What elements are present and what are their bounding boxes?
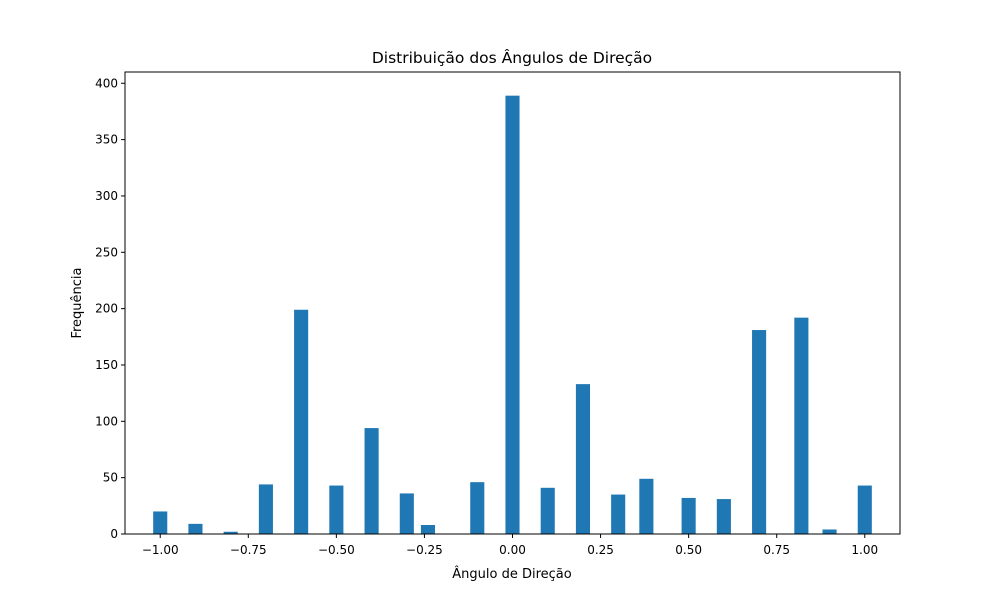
bar-17	[752, 330, 767, 534]
x-tick-label: −0.25	[406, 543, 443, 557]
y-tick-label: 150	[95, 358, 118, 372]
bar-8	[420, 524, 435, 534]
bar-5	[329, 485, 344, 534]
bar-4	[294, 309, 309, 534]
y-axis-ticks: 0 50 100 150 200 250 300 350 400	[95, 76, 125, 541]
y-axis-label: Frequência	[70, 267, 85, 338]
y-tick-label: 250	[95, 245, 118, 259]
y-tick-label: 100	[95, 414, 118, 428]
bar-15	[681, 497, 696, 534]
x-tick-label: −0.75	[230, 543, 267, 557]
bar-14	[639, 478, 654, 534]
y-tick-label: 350	[95, 133, 118, 147]
chart-title: Distribuição dos Ângulos de Direção	[372, 48, 652, 67]
x-tick-label: −0.50	[318, 543, 355, 557]
bars-group	[153, 95, 872, 534]
bar-0	[153, 511, 168, 534]
bar-12	[575, 384, 590, 534]
bar-20	[857, 485, 872, 534]
x-tick-label: 0.00	[499, 543, 526, 557]
x-axis-ticks: −1.00 −0.75 −0.50 −0.25 0.00 0.25 0.50 0.75 1.00	[142, 534, 878, 557]
y-tick-label: 50	[103, 471, 118, 485]
x-tick-label: −1.00	[142, 543, 179, 557]
x-tick-label: 1.00	[851, 543, 878, 557]
bar-18	[794, 317, 809, 534]
bar-19	[822, 529, 837, 534]
x-axis-label: Ângulo de Direção	[452, 566, 571, 582]
bar-13	[611, 494, 626, 534]
bar-2	[223, 531, 238, 534]
bar-3	[258, 484, 273, 534]
bar-1	[188, 523, 203, 534]
bar-6	[364, 428, 379, 534]
y-tick-label: 400	[95, 76, 118, 90]
x-tick-label: 0.75	[763, 543, 790, 557]
y-tick-label: 300	[95, 189, 118, 203]
bar-7	[399, 493, 414, 534]
y-tick-label: 200	[95, 302, 118, 316]
bar-11	[540, 487, 555, 534]
bar-9	[470, 482, 485, 534]
x-tick-label: 0.50	[675, 543, 702, 557]
x-tick-label: 0.25	[587, 543, 614, 557]
bar-10	[505, 95, 520, 534]
y-tick-label: 0	[110, 527, 118, 541]
bar-16	[716, 499, 731, 534]
